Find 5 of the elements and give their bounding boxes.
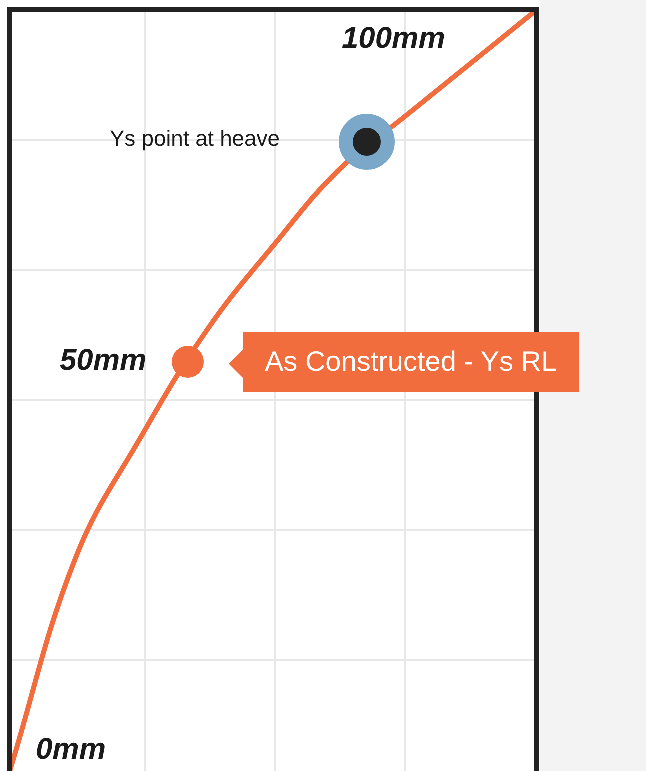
annotation: As Constructed - Ys RL — [243, 332, 580, 392]
annotation: Ys point at heave — [110, 126, 280, 152]
annotation: 50mm — [60, 344, 147, 378]
annotation: 100mm — [342, 22, 446, 56]
annotation: 0mm — [36, 733, 106, 767]
